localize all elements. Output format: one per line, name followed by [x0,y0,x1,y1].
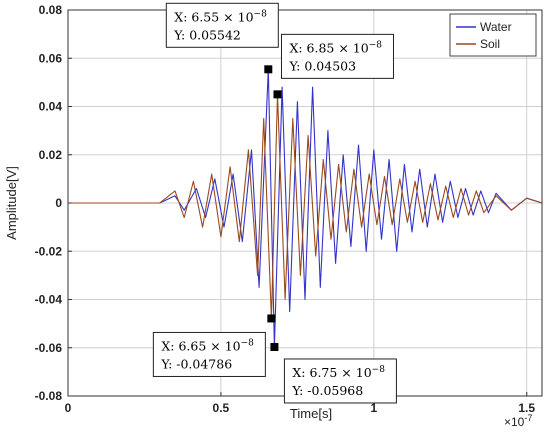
data-tip-x-exponent: −8 [372,365,386,375]
data-tip-y: Y: 0.04503 [288,58,356,73]
data-tip-x-exponent: −8 [241,338,255,348]
y-tick-label: -0.06 [35,341,63,355]
x-tick-label: 0.5 [213,401,230,415]
series-line-soil [68,93,543,320]
data-tip-x: X: 6.65 × 10−8 [161,338,254,353]
data-tip-box [165,2,279,48]
y-tick-label: -0.02 [35,244,63,258]
legend-entry: Water [480,20,512,34]
data-tip-x-value: X: 6.85 × 10 [289,40,368,55]
series-layer [68,68,543,348]
legend: Water Soil [449,13,537,57]
x-axis-exponent-power: -7 [524,413,532,423]
y-tick-label: 0.06 [39,51,63,65]
data-tip-y: Y: -0.04786 [160,356,232,371]
data-tip-x-exponent: −8 [369,40,383,50]
x-tick-label: 1.5 [518,401,535,415]
data-tip-y: Y: -0.05968 [291,383,363,398]
data-tip-marker [264,65,273,74]
data-tip-x-value: X: 6.55 × 10 [174,9,253,24]
data-tip-marker [273,90,282,99]
y-tick-label: 0.08 [39,3,63,17]
data-tip-marker [267,314,276,323]
data-tip-x: X: 6.75 × 10−8 [292,365,385,380]
x-axis-exponent-base: ×10 [504,415,525,429]
legend-box [449,13,537,57]
x-axis-label: Time[s] [290,406,332,421]
x-tick-label: 0 [65,401,72,415]
legend-entry: Soil [480,37,500,51]
data-tip-box [152,331,266,377]
data-tip-marker [270,342,279,351]
data-tip-x: X: 6.85 × 10−8 [289,40,382,55]
series-line-water [68,68,543,348]
data-tip-x-value: X: 6.65 × 10 [161,338,240,353]
data-tip-y: Y: 0.05542 [173,27,241,42]
x-tick-label: 1 [370,401,377,415]
y-tick-label: -0.08 [35,389,63,403]
y-tick-label: 0.02 [39,148,63,162]
data-tip-box [283,358,397,404]
y-axis-label: Amplitude[V] [4,166,19,240]
data-tip-x-value: X: 6.75 × 10 [292,365,371,380]
x-axis-exponent: ×10-7 [504,413,532,429]
data-tip-x-exponent: −8 [254,9,268,19]
ticks: 0 0.5 1 1.5 -0.08 -0.06 -0.04 -0.02 0 0.02 0.04 0.0… [35,3,536,415]
data-tip-box [280,33,394,79]
y-tick-label: 0.04 [39,100,63,114]
data-tip-x: X: 6.55 × 10−8 [174,9,267,24]
y-tick-label: 0 [55,196,62,210]
y-tick-label: -0.04 [35,293,63,307]
